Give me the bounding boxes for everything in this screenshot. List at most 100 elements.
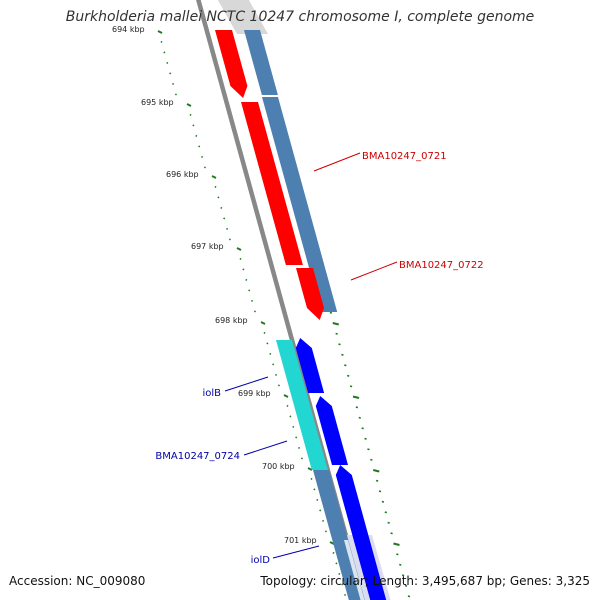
scale-tick bbox=[310, 477, 313, 480]
scale-tick bbox=[242, 268, 245, 271]
scale-tick bbox=[172, 82, 175, 85]
cds-forward bbox=[296, 268, 324, 320]
feature-leader-line bbox=[272, 545, 320, 559]
scale-tick bbox=[192, 124, 195, 127]
scale-tick bbox=[277, 384, 280, 387]
scale-tick bbox=[286, 404, 289, 407]
scale-tick bbox=[283, 394, 289, 398]
scale-tick bbox=[198, 145, 201, 148]
accession-label: Accession: NC_009080 bbox=[9, 574, 146, 588]
scale-tick bbox=[367, 448, 370, 451]
feature-leader-line bbox=[243, 440, 288, 456]
cds-forward bbox=[241, 102, 303, 265]
scale-tick bbox=[370, 458, 373, 461]
scale-tick bbox=[295, 436, 298, 439]
scale-tick bbox=[335, 332, 338, 335]
scale-tick bbox=[341, 583, 344, 586]
scale-tick bbox=[292, 425, 295, 428]
scale-tick bbox=[269, 352, 272, 355]
scale-tick bbox=[298, 446, 301, 449]
scale-tick bbox=[195, 134, 198, 137]
scale-label: 701 kbp bbox=[284, 536, 317, 545]
gene-track-forward bbox=[262, 97, 338, 312]
scale-tick bbox=[166, 61, 169, 64]
scale-tick bbox=[361, 427, 364, 430]
feature-leader-line bbox=[313, 152, 361, 172]
scale-tick bbox=[344, 364, 347, 367]
scale-label: 697 kbp bbox=[191, 242, 224, 251]
scale-tick bbox=[226, 227, 229, 230]
scale-tick bbox=[401, 574, 405, 577]
scale-tick bbox=[157, 30, 163, 34]
scale-tick bbox=[364, 437, 367, 440]
scale-tick bbox=[349, 385, 353, 388]
scale-tick bbox=[169, 72, 172, 75]
scale-tick bbox=[332, 551, 335, 554]
feature-label: iolB bbox=[202, 388, 221, 399]
scale-tick bbox=[381, 500, 385, 503]
scale-tick bbox=[220, 206, 223, 209]
feature-label: iolD bbox=[251, 555, 271, 566]
scale-tick bbox=[399, 563, 402, 566]
feature-label: BMA10247_0722 bbox=[399, 260, 484, 271]
scale-label: 698 kbp bbox=[215, 316, 248, 325]
cds-reverse bbox=[315, 396, 348, 465]
scale-tick bbox=[163, 51, 166, 54]
scale-tick bbox=[358, 416, 362, 419]
scale-tick bbox=[260, 321, 266, 325]
scale-tick bbox=[338, 343, 341, 346]
scale-tick bbox=[228, 238, 231, 241]
scale-tick bbox=[239, 257, 242, 260]
scale-tick bbox=[329, 311, 333, 314]
scale-tick bbox=[378, 490, 382, 493]
cds-forward bbox=[215, 30, 248, 98]
gene-track-forward bbox=[244, 30, 278, 95]
scale-tick bbox=[266, 342, 269, 345]
scale-tick bbox=[344, 593, 347, 596]
scale-tick bbox=[201, 155, 204, 158]
scale-tick bbox=[245, 278, 248, 281]
scale-label: 700 kbp bbox=[262, 462, 295, 471]
scale-tick bbox=[211, 175, 217, 179]
scale-tick-labels: 694 kbp 695 kbp 696 kbp 697 kbp 698 kbp 699 k… bbox=[112, 25, 317, 545]
scale-label: 694 kbp bbox=[112, 25, 145, 34]
scale-tick bbox=[372, 469, 380, 473]
scale-tick bbox=[217, 196, 220, 199]
scale-tick bbox=[223, 217, 226, 220]
scale-tick bbox=[332, 322, 339, 326]
scale-label: 696 kbp bbox=[166, 170, 199, 179]
scale-tick bbox=[300, 457, 303, 460]
feature-leader-line bbox=[224, 376, 269, 392]
scale-tick bbox=[352, 395, 360, 399]
scale-label: 695 kbp bbox=[141, 98, 174, 107]
gene-track-reverse bbox=[276, 340, 328, 470]
feature-leader-line bbox=[350, 261, 398, 281]
scale-tick bbox=[275, 373, 278, 376]
scale-tick bbox=[263, 331, 266, 334]
scale-tick bbox=[346, 374, 350, 377]
scale-tick bbox=[253, 310, 256, 313]
scale-tick bbox=[396, 553, 399, 556]
genome-summary: Topology: circular; Length: 3,495,687 bp… bbox=[260, 574, 590, 588]
scale-tick bbox=[174, 93, 177, 96]
feature-label: BMA10247_0724 bbox=[155, 451, 240, 462]
scale-tick bbox=[393, 542, 400, 546]
scale-tick bbox=[214, 185, 217, 188]
scale-tick bbox=[355, 406, 359, 409]
cds-highlight bbox=[344, 540, 365, 600]
map-title: Burkholderia mallei NCTC 10247 chromosom… bbox=[65, 9, 535, 25]
scale-tick bbox=[189, 113, 192, 116]
scale-tick bbox=[307, 467, 313, 471]
scale-tick bbox=[341, 353, 344, 356]
feature-labels: BMA10247_0721 BMA10247_0722 iolB BMA10247_0… bbox=[155, 151, 483, 566]
scale-tick bbox=[251, 299, 254, 302]
scale-tick bbox=[160, 40, 163, 43]
feature-label: BMA10247_0721 bbox=[362, 151, 447, 162]
backbone-halo bbox=[217, 0, 268, 34]
scale-tick bbox=[313, 488, 316, 491]
scale-tick bbox=[338, 572, 341, 575]
scale-tick bbox=[248, 289, 251, 292]
scale-tick bbox=[186, 103, 192, 107]
scale-tick bbox=[319, 509, 322, 512]
